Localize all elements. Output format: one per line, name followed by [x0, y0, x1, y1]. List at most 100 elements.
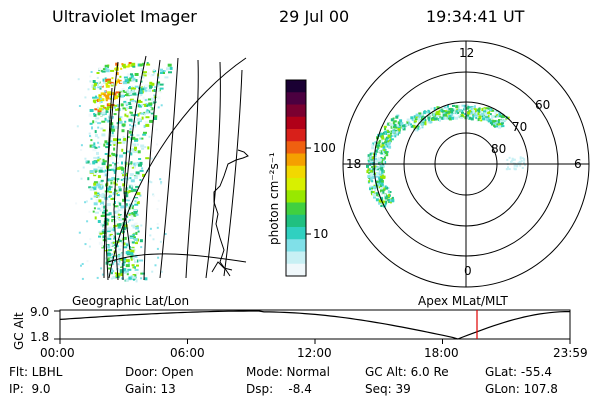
emission-pixel [141, 147, 145, 150]
oval-pixel [519, 164, 522, 167]
colorbar [285, 79, 311, 277]
emission-pixel [120, 81, 123, 84]
oval-pixel [390, 135, 394, 137]
emission-pixel [106, 251, 110, 254]
oval-pixel [508, 156, 511, 159]
emission-pixel [93, 172, 98, 175]
emission-pixel [156, 208, 159, 211]
emission-pixel [102, 68, 107, 71]
oval-pixel [471, 106, 475, 109]
emission-pixel [102, 65, 105, 68]
emission-pixel [104, 237, 107, 240]
oval-pixel [511, 157, 514, 160]
meridian-line [122, 55, 147, 281]
oval-pixel [415, 113, 419, 117]
oval-pixel [382, 145, 386, 149]
emission-pixel [105, 192, 110, 196]
emission-pixel [123, 95, 125, 97]
oval-pixel [382, 189, 385, 192]
emission-pixel [150, 107, 154, 111]
oval-pixel [513, 164, 516, 167]
emission-pixel [100, 105, 105, 108]
emission-pixel [132, 256, 135, 259]
emission-pixel [97, 141, 100, 144]
emission-pixel [150, 157, 153, 160]
oval-pixel [480, 110, 483, 113]
emission-pixel [135, 185, 140, 188]
emission-pixel [95, 117, 100, 120]
emission-pixel [88, 245, 91, 248]
oval-pixel [368, 180, 371, 183]
emission-pixel [115, 274, 118, 277]
emission-pixel [121, 168, 125, 172]
emission-pixel [156, 84, 160, 88]
oval-pixel [398, 130, 401, 134]
oval-pixel [384, 194, 386, 197]
emission-pixel [123, 137, 127, 141]
oval-pixel [379, 175, 382, 179]
emission-pixel [159, 240, 162, 243]
emission-pixel [113, 228, 116, 232]
emission-pixel [121, 123, 126, 127]
oval-pixel [379, 167, 382, 170]
emission-pixel [85, 200, 88, 203]
emission-pixel [122, 107, 126, 110]
emission-pixel [143, 124, 146, 128]
oval-pixel [453, 108, 456, 111]
oval-pixel [410, 116, 414, 120]
emission-pixel [149, 227, 152, 230]
emission-pixel [116, 194, 120, 197]
emission-pixel [106, 178, 110, 182]
emission-pixel [122, 174, 124, 177]
oval-pixel [386, 131, 390, 133]
emission-pixel [139, 180, 142, 183]
emission-pixel [107, 218, 110, 222]
oval-pixel [437, 113, 441, 116]
oval-pixel [478, 110, 481, 113]
emission-pixel [136, 134, 140, 137]
emission-pixel [109, 110, 114, 114]
oval-pixel [381, 142, 385, 145]
oval-pixel [380, 145, 383, 148]
oval-pixel [436, 110, 440, 114]
emission-pixel [105, 69, 110, 73]
emission-pixel [128, 219, 131, 222]
oval-pixel [379, 202, 383, 204]
oval-pixel [473, 108, 477, 112]
emission-pixel [132, 65, 136, 68]
emission-pixel [127, 63, 131, 67]
emission-pixel [134, 200, 137, 203]
emission-pixel [117, 95, 120, 98]
glon-info: GLon: 107.8 [485, 382, 558, 396]
oval-pixel [389, 123, 393, 125]
oval-pixel [517, 162, 520, 165]
emission-pixel [148, 89, 152, 92]
emission-pixel [109, 140, 113, 143]
oval-pixel [470, 107, 473, 111]
emission-pixel [98, 199, 102, 203]
emission-pixel [107, 252, 111, 256]
emission-pixel [101, 98, 105, 102]
emission-pixel [101, 162, 106, 166]
latitude-line [107, 253, 247, 263]
emission-pixel [135, 242, 138, 245]
emission-pixel [144, 120, 149, 124]
emission-pixel [114, 226, 118, 229]
emission-pixel [125, 264, 130, 268]
oval-pixel [473, 105, 476, 109]
emission-pixel [97, 97, 102, 100]
oval-pixel [377, 157, 380, 160]
emission-pixel [110, 69, 115, 72]
emission-pixel [94, 108, 98, 111]
emission-pixel [105, 95, 108, 98]
emission-pixel [112, 275, 117, 279]
emission-pixel [117, 157, 121, 160]
emission-pixel [144, 146, 147, 149]
oval-pixel [457, 115, 461, 119]
emission-pixel [91, 84, 96, 88]
oval-pixel [485, 111, 488, 114]
oval-pixel [476, 109, 479, 112]
oval-pixel [381, 160, 384, 164]
emission-pixel [142, 75, 145, 79]
emission-pixel [89, 170, 94, 173]
